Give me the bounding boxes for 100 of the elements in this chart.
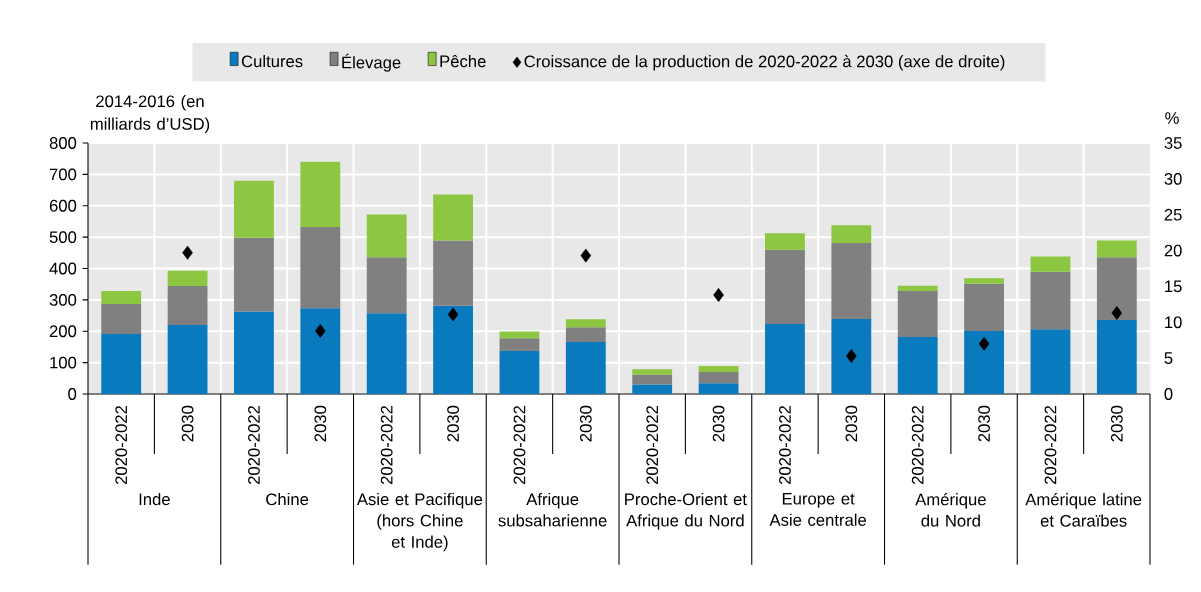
text: Inde	[139, 492, 170, 506]
y2-tick-label: 0	[1164, 388, 1173, 400]
x-tick-label: 2020-2022	[779, 406, 791, 485]
bar	[234, 180, 274, 238]
text: Chine	[266, 492, 309, 506]
x-tick-label: 2030	[845, 405, 858, 442]
bar	[366, 214, 407, 258]
bar	[897, 336, 938, 394]
legend-label: Croissance de la production de 2020-2022 à 2030 (axe de droite)	[524, 54, 1005, 71]
y2-tick-label: 10	[1165, 316, 1182, 329]
bar	[632, 374, 673, 385]
bar	[101, 303, 142, 335]
bar	[1030, 271, 1071, 330]
y-tick-label: 0	[68, 388, 77, 400]
y-tick-label: 800	[49, 137, 77, 149]
y-tick-label: 400	[49, 262, 77, 275]
bar	[565, 341, 606, 394]
bar	[1096, 319, 1137, 394]
x-tick-label: 2020-2022	[513, 406, 526, 485]
bar	[234, 311, 274, 394]
bar	[300, 161, 341, 228]
bar	[499, 338, 540, 352]
x-tick-label: 2020-2022	[1044, 406, 1057, 485]
y-tick-label: 500	[49, 231, 77, 244]
bar	[765, 249, 805, 325]
x-tick-label: 2030	[579, 405, 592, 442]
bar	[366, 313, 407, 394]
bar	[698, 372, 739, 384]
text: Europe et Asie centrale	[769, 492, 867, 526]
y2-tick-label: 15	[1165, 280, 1182, 293]
text: Amérique du Nord	[915, 492, 986, 527]
bar	[1096, 240, 1137, 258]
bar	[698, 383, 739, 394]
y2-tick-label: 30	[1164, 172, 1182, 185]
bar	[964, 283, 1004, 331]
bar	[831, 225, 872, 244]
bar	[167, 286, 208, 325]
bar	[167, 270, 208, 287]
x-tick-label: 2020-2022	[646, 406, 659, 485]
y2-tick-label: 5	[1164, 352, 1173, 364]
y-tick-label: 300	[49, 293, 77, 306]
x-tick-label: 2030	[314, 405, 327, 442]
point	[447, 307, 459, 322]
point	[182, 245, 193, 260]
x-tick-label: 2030	[712, 405, 725, 442]
bar	[167, 324, 208, 394]
point	[978, 336, 990, 351]
y-tick-label: 100	[50, 356, 77, 369]
x-tick-label: 2030	[447, 405, 459, 442]
bar	[831, 243, 872, 320]
x-tick-label: 2020-2022	[380, 406, 393, 485]
bar	[565, 327, 606, 342]
x-tick-label: 2020-2022	[115, 406, 128, 485]
legend-label: Élevage	[342, 53, 401, 72]
bar	[565, 319, 606, 328]
bar	[964, 278, 1004, 284]
bar	[366, 257, 407, 314]
bar	[765, 324, 805, 394]
bar	[234, 237, 274, 312]
bar	[632, 369, 673, 375]
point	[315, 323, 326, 338]
bar	[1096, 257, 1137, 320]
point	[1111, 306, 1123, 320]
x-tick-label: 2030	[978, 405, 990, 442]
bar	[300, 227, 341, 309]
text: Proche-Orient et Afrique du Nord	[625, 492, 747, 530]
point	[580, 248, 592, 263]
bar	[964, 330, 1004, 394]
text: Amérique latine et Caraïbes	[1025, 492, 1142, 527]
legend-label: Cultures	[241, 54, 303, 68]
bar	[101, 291, 142, 304]
bar	[1030, 329, 1071, 394]
y2-tick-label: 25	[1164, 208, 1182, 221]
y-axis-title: 2014-2016 (en milliards d’USD)	[90, 94, 210, 134]
y-tick-label: 700	[49, 168, 77, 181]
x-tick-label: 2020-2022	[911, 406, 924, 485]
bar	[433, 305, 473, 394]
y-tick-label: 200	[49, 325, 77, 338]
y2-axis-title: %	[1165, 112, 1179, 124]
bar	[632, 384, 673, 394]
bar	[831, 319, 872, 394]
point	[846, 349, 857, 363]
bar	[300, 308, 341, 394]
bar	[101, 334, 142, 394]
x-tick-label: 2030	[181, 405, 194, 442]
legend-label: Pêche	[440, 54, 486, 68]
bar	[897, 285, 938, 292]
text: Asie et Pacifique (hors Chine et Inde)	[356, 492, 483, 552]
y-tick-label: 600	[49, 199, 77, 212]
bar	[765, 233, 805, 250]
bar	[433, 240, 473, 306]
point	[713, 288, 724, 302]
x-tick-label: 2030	[1110, 405, 1123, 442]
bar	[897, 291, 938, 337]
text: Afrique subsaharienne	[498, 492, 607, 527]
y2-tick-label: 35	[1164, 137, 1182, 149]
bar	[1030, 256, 1071, 272]
bar	[698, 366, 739, 373]
x-tick-label: 2020-2022	[248, 406, 260, 485]
y2-tick-label: 20	[1164, 244, 1182, 257]
